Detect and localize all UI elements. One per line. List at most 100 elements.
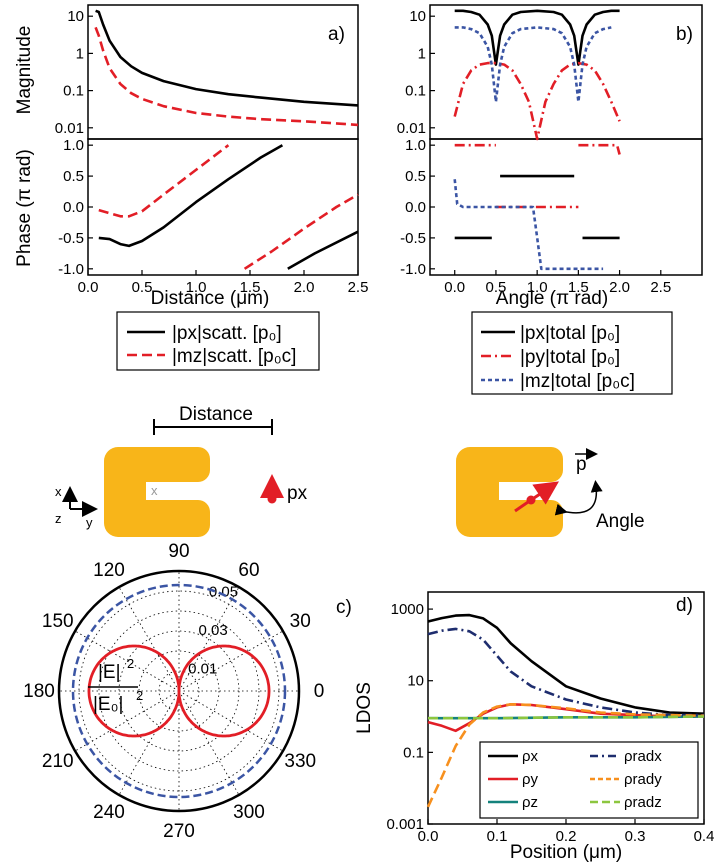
polar-grid [59, 571, 299, 811]
d-series-4-seg-0 [426, 702, 705, 808]
polar-series-blue [71, 583, 287, 799]
polar-grid-spoke [118, 586, 180, 692]
b-top-y-tick-label: 0.01 [397, 120, 426, 137]
polar-angle-label: 90 [168, 541, 189, 562]
legend-a-frame [116, 311, 320, 371]
legend-d-radx-label: ρradx [624, 748, 662, 765]
a-x-tick-label: 0.0 [78, 279, 99, 296]
b-bot-y-tick-label: -1.0 [400, 261, 426, 278]
panel-b-xlabel: Angle (π rad) [496, 288, 608, 309]
polar-angle-label: 270 [163, 821, 195, 842]
p-dipole-dot [526, 495, 536, 505]
polar-angle-label: 150 [42, 611, 74, 632]
polar-angle-label: 240 [93, 802, 125, 823]
c-shape-left [104, 447, 210, 537]
polar-grid-spoke [74, 630, 180, 692]
polar-radial-label: 0.05 [209, 583, 238, 600]
angle-label: Angle [596, 511, 645, 532]
a-bot-y-tick-label: 1.0 [63, 137, 84, 154]
b-x-tick-label: 2.0 [609, 279, 630, 296]
a-top-y-tick-label: 1 [76, 45, 84, 62]
polar-series-red [87, 644, 271, 738]
d-series-3-seg-0 [427, 627, 704, 717]
polar-radial-label: 0.01 [188, 661, 217, 678]
polar-angle-label: 0 [314, 681, 325, 702]
d-x-tick-label: 0.4 [694, 828, 714, 845]
a-top-y-tick-label: 0.01 [55, 120, 84, 137]
a-x-tick-label: 1.0 [186, 279, 207, 296]
panel-b: b) Angle (π rad) 10 1 0.1 0.01 1.0 0.5 0.0 -0.… [397, 4, 703, 309]
polar-grid-spoke [178, 690, 240, 796]
b-top-series-2-seg-0 [454, 26, 612, 104]
b-bot-series-2-seg-0 [453, 179, 604, 271]
legend-b-frame [471, 311, 673, 395]
polar-angle-label: 30 [290, 611, 311, 632]
panel-a-top-series [94, 9, 359, 127]
legend-d-rhoz-label: ρz [522, 794, 538, 811]
panel-a-xlabel: Distance (μm) [151, 288, 270, 309]
panel-d-series [426, 613, 705, 808]
polar-grid-ring [138, 650, 220, 732]
panel-b-legend: |px|total [p₀] |py|total [p₀] |mz|total … [471, 311, 673, 395]
panel-a-top-ylabel: Magnitude [14, 26, 35, 115]
a-bot-y-tick-label: 0.5 [63, 168, 84, 185]
polar-angle-label: 60 [238, 560, 259, 581]
b-x-tick-label: 0.5 [486, 279, 507, 296]
a-x-tick-label: 2.0 [294, 279, 315, 296]
panel-a-top-frame [87, 4, 359, 140]
b-bot-y-tick-label: 1.0 [405, 137, 426, 154]
d-series-0-seg-0 [427, 613, 705, 715]
d-x-tick-label: 0.3 [625, 828, 646, 845]
polar-angle-label: 210 [42, 751, 74, 772]
b-bot-series-1-seg-2 [578, 143, 621, 155]
field-denominator: |E₀| [93, 694, 123, 715]
distance-label: Distance [179, 404, 253, 425]
a-top-series-0-seg-0 [95, 9, 359, 107]
d-y-tick-label: 0.001 [386, 816, 424, 833]
legend-a-mz-label: |mz|scatt. [p₀c] [172, 346, 296, 367]
axis-y-label: y [86, 515, 93, 530]
a-bot-series-1-seg-0 [98, 144, 230, 218]
legend-d-rady-label: ρrady [624, 771, 662, 788]
schematic-right: p Angle [456, 447, 645, 537]
b-top-series-1-seg-0 [453, 61, 621, 141]
a-bot-y-tick-label: -0.5 [58, 230, 84, 247]
a-bot-y-tick-label: -1.0 [58, 261, 84, 278]
field-numerator: |E| [98, 662, 121, 683]
axis-x-label: x [55, 484, 62, 499]
polar-grid-spoke [178, 586, 240, 692]
panel-d-ylabel: LDOS [354, 682, 375, 734]
b-bot-y-tick-label: 0.5 [405, 168, 426, 185]
panel-a-bottom-yticks: 1.0 0.5 0.0 -0.5 -1.0 [58, 137, 93, 278]
legend-d-rhoy-label: ρy [522, 771, 539, 788]
polar-grid-spoke [178, 690, 284, 752]
legend-b-py-label: |py|total [p₀] [520, 347, 620, 368]
panel-a-legend: |px|scatt. [p₀] |mz|scatt. [p₀c] [116, 311, 320, 371]
origin-mark: x [151, 483, 158, 498]
panel-a: a) Magnitude Phase (π rad) Distance (μm)… [14, 4, 369, 309]
legend-d-rhox-label: ρx [522, 748, 539, 765]
d-y-tick-label: 10 [407, 673, 424, 690]
legend-b-px-label: |px|total [p₀] [520, 323, 620, 344]
polar-angle-label: 330 [284, 751, 316, 772]
panel-d-tag: d) [676, 595, 693, 616]
panel-b-bottom-frame [429, 138, 703, 276]
d-y-tick-label: 1000 [391, 601, 424, 618]
d-x-tick-label: 0.2 [556, 828, 577, 845]
a-bot-series-0-seg-0 [98, 144, 284, 248]
a-top-series-1-seg-0 [94, 26, 359, 127]
c-shape-right [456, 447, 563, 537]
a-x-tick-label: 1.5 [240, 279, 261, 296]
panel-a-bottom-ylabel: Phase (π rad) [14, 149, 35, 267]
b-x-tick-label: 2.5 [650, 279, 671, 296]
polar-grid-ring [98, 610, 260, 772]
b-x-tick-label: 1.5 [568, 279, 589, 296]
a-x-tick-label: 2.5 [348, 279, 369, 296]
px-label: px [287, 483, 308, 504]
a-top-y-tick-label: 10 [67, 8, 84, 25]
panel-d: d) LDOS Position (μm) 1000 10 0.1 0.001 0.0… [354, 591, 714, 863]
b-top-y-tick-label: 1 [418, 45, 426, 62]
polar-series [71, 583, 287, 799]
panel-b-bottom-series [453, 143, 621, 271]
panel-a-tag: a) [328, 24, 345, 45]
